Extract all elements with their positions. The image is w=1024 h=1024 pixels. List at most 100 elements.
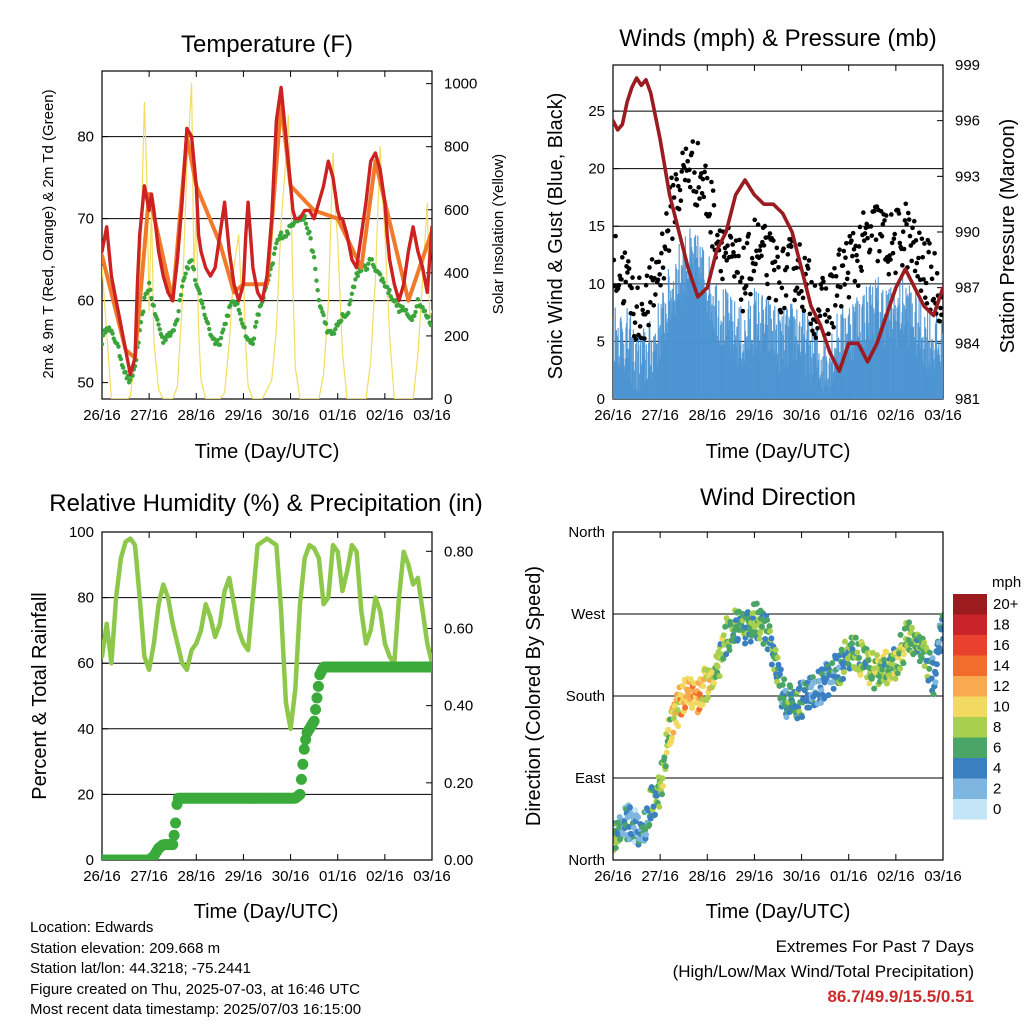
gust-point xyxy=(794,285,800,291)
wind-direction-point xyxy=(874,652,880,659)
gust-point xyxy=(693,189,699,195)
temp-ytick-label: 50 xyxy=(77,375,94,392)
gust-point xyxy=(937,318,942,324)
gust-point xyxy=(833,303,838,308)
dewpoint-point xyxy=(142,295,147,301)
gust-point xyxy=(655,277,661,283)
dewpoint-point xyxy=(203,316,208,321)
wind-direction-point xyxy=(720,632,727,639)
gust-point xyxy=(640,307,645,313)
dewpoint-point xyxy=(223,321,228,327)
dewpoint-point xyxy=(228,302,233,308)
dewpoint-point xyxy=(413,309,418,315)
wind-direction-point xyxy=(883,680,890,687)
gust-point xyxy=(872,208,877,214)
gust-point xyxy=(878,208,884,214)
wind-direction-point xyxy=(675,723,682,730)
rh-ytick-label: 60 xyxy=(77,655,94,672)
wind-direction-point xyxy=(857,671,864,678)
gust-point xyxy=(782,305,787,311)
gust-point xyxy=(849,238,854,243)
wind-direction-point xyxy=(659,775,666,782)
temp-xtick-label: 29/16 xyxy=(225,407,263,424)
wind-direction-point xyxy=(799,713,806,720)
dewpoint-point xyxy=(377,272,383,277)
gust-point xyxy=(676,206,682,212)
dewpoint-point xyxy=(366,261,371,266)
gust-point xyxy=(781,246,786,251)
wind-direction-point xyxy=(656,803,663,810)
wind-ylabel-right: Station Pressure (Maroon) xyxy=(997,119,1019,354)
gust-point xyxy=(889,240,895,246)
wind-direction-point xyxy=(939,612,943,619)
wind-direction-point xyxy=(651,811,658,818)
dewpoint-point xyxy=(221,327,226,332)
dir-legend-title: mph xyxy=(992,574,1021,591)
gust-point xyxy=(754,248,759,254)
gust-point xyxy=(919,236,925,242)
wind-direction-point xyxy=(665,726,672,733)
wind-direction-point xyxy=(879,666,886,673)
gust-point xyxy=(658,282,663,288)
wind-direction-point xyxy=(653,792,660,799)
dewpoint-point xyxy=(321,312,326,318)
wind-direction-point xyxy=(766,628,773,635)
gust-point xyxy=(799,288,804,294)
dewpoint-point xyxy=(307,229,312,234)
wind-direction-point xyxy=(682,704,689,711)
gust-point xyxy=(666,248,672,253)
rh-frame xyxy=(101,531,433,861)
gust-point xyxy=(906,217,912,222)
gust-point xyxy=(743,283,749,289)
gust-point xyxy=(904,222,909,227)
gust-point xyxy=(704,175,710,181)
rh-ytick-label: 80 xyxy=(77,590,94,607)
gust-point xyxy=(751,268,757,274)
dewpoint-point xyxy=(151,303,157,308)
gust-point xyxy=(797,242,802,247)
rh-xtick-label: 26/16 xyxy=(83,868,121,885)
gust-point xyxy=(749,276,754,282)
wind-direction-point xyxy=(852,634,859,641)
gust-point xyxy=(837,247,842,253)
dewpoint-point xyxy=(333,326,338,332)
wind-direction-point xyxy=(777,666,784,673)
gust-point xyxy=(869,233,875,238)
gust-point xyxy=(838,284,843,290)
wind-direction-point xyxy=(781,676,788,683)
gust-point xyxy=(660,265,666,270)
gust-point xyxy=(639,301,645,307)
wind-direction-point xyxy=(668,735,675,742)
dewpoint-point xyxy=(359,268,364,273)
gust-point xyxy=(674,176,679,182)
dewpoint-point xyxy=(415,297,421,302)
gust-point xyxy=(891,236,897,242)
latlon-text: Station lat/lon: 44.3218; -75.2441 xyxy=(30,960,252,977)
temp-y2tick-label: 1000 xyxy=(444,76,477,93)
wind-direction-point xyxy=(670,715,677,722)
rh-y2tick-label: 0.20 xyxy=(444,775,473,792)
gust-point xyxy=(725,243,730,248)
dewpoint-point xyxy=(278,230,284,235)
gust-point xyxy=(687,184,693,190)
dewpoint-point xyxy=(319,306,324,311)
gust-point xyxy=(736,253,741,259)
gust-point xyxy=(771,238,776,243)
gust-point xyxy=(771,267,777,273)
gust-point xyxy=(931,296,937,302)
legend-swatch xyxy=(953,778,987,799)
dir-ytick-label: North xyxy=(568,524,605,541)
gust-point xyxy=(903,201,909,207)
wind-direction-point xyxy=(765,646,772,653)
gust-point xyxy=(774,245,780,251)
wind-direction-point xyxy=(750,610,757,617)
dir-ytick-label: West xyxy=(571,606,606,623)
gust-point xyxy=(917,277,923,282)
gust-point xyxy=(730,242,735,247)
gust-point xyxy=(761,243,767,248)
gust-point xyxy=(694,203,700,208)
wind-direction-point xyxy=(634,814,641,821)
gust-point xyxy=(888,257,893,262)
gust-point xyxy=(788,244,794,249)
wind-direction-point xyxy=(900,660,907,667)
